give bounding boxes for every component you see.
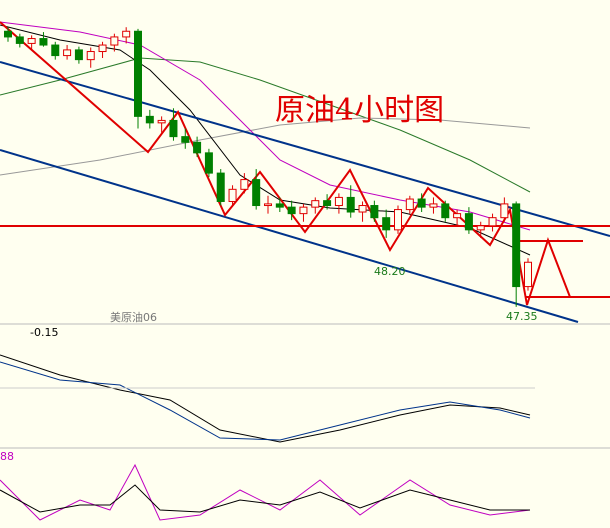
candles <box>4 27 532 307</box>
candle-body <box>110 36 119 46</box>
candle-body <box>476 225 485 231</box>
candle-body <box>323 200 332 207</box>
candle-body <box>181 136 190 143</box>
candle-body <box>63 49 72 57</box>
candle-body <box>488 217 497 227</box>
symbol-label: 美原油06 <box>110 310 157 324</box>
candle-body <box>394 209 402 231</box>
candle-body <box>405 198 414 211</box>
price-label: 48.20 <box>374 265 406 278</box>
candle-body <box>464 213 473 231</box>
candle-body <box>15 36 24 44</box>
candle-body <box>370 205 379 219</box>
candle-body <box>193 141 202 154</box>
kdj-line <box>0 484 530 513</box>
candle-body <box>51 44 60 57</box>
candle-body <box>122 30 131 38</box>
kdj-label: 88 <box>0 450 14 463</box>
trend-arrows <box>0 21 571 306</box>
kdj-panel <box>0 463 531 521</box>
candle-body <box>39 38 48 46</box>
title: 原油4小时图 <box>275 93 444 128</box>
macd-panel <box>0 354 535 443</box>
candle-body <box>334 196 343 207</box>
macd-line <box>0 354 531 443</box>
candle-body <box>358 205 367 213</box>
price-label: 47.35 <box>506 310 538 323</box>
candle-body <box>228 188 237 202</box>
candle-body <box>4 30 12 38</box>
candle-body <box>216 172 225 202</box>
candle-body <box>264 203 272 207</box>
candle-body <box>145 115 154 124</box>
candle-body <box>524 261 532 288</box>
candle-body <box>275 203 284 208</box>
candle-body <box>311 200 320 208</box>
macd-label: -0.15 <box>30 326 58 339</box>
candle-body <box>417 198 426 208</box>
candle-body <box>382 217 391 231</box>
macd-line <box>0 361 531 441</box>
candle-body <box>429 203 438 208</box>
kdj-line <box>0 463 531 521</box>
channel-line <box>0 149 579 323</box>
candle-body <box>169 119 178 138</box>
candle-body <box>27 38 36 44</box>
candle-body <box>512 203 521 288</box>
candle-body <box>287 206 296 215</box>
candle-body <box>157 119 166 124</box>
candle-body <box>74 49 83 61</box>
candle-body <box>500 203 509 219</box>
candle-body <box>98 44 107 53</box>
candle-body <box>252 179 261 207</box>
candle-body <box>240 179 249 190</box>
overlays <box>0 21 610 323</box>
candle-body <box>86 51 95 61</box>
candle-body <box>346 196 355 213</box>
candle-body <box>453 213 462 219</box>
candle-body <box>204 152 213 174</box>
candle-body <box>299 206 308 215</box>
candle-body <box>134 30 142 117</box>
ma-line <box>0 117 531 176</box>
ma-line <box>0 57 531 193</box>
candle-body <box>441 203 450 219</box>
